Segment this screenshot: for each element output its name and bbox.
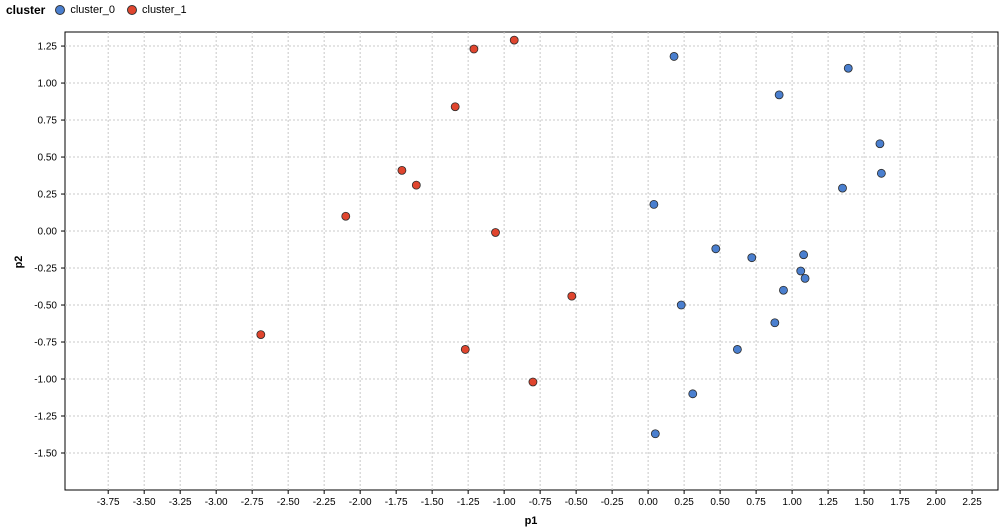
- x-tick-label: -2.50: [277, 497, 300, 508]
- point-cluster-1[interactable]: [341, 211, 351, 221]
- point-cluster-0[interactable]: [843, 63, 853, 73]
- point-cluster-1[interactable]: [528, 377, 538, 387]
- x-tick-label: 1.50: [854, 497, 874, 508]
- point-cluster-0[interactable]: [800, 273, 810, 283]
- point-cluster-1[interactable]: [460, 345, 470, 354]
- x-tick-label: 2.25: [962, 497, 982, 508]
- x-tick-label: 2.00: [926, 497, 946, 508]
- point-cluster-1[interactable]: [397, 165, 407, 175]
- point-cluster-0[interactable]: [799, 250, 809, 260]
- x-tick-label: 0.50: [710, 497, 730, 508]
- x-tick-label: -1.00: [493, 497, 516, 508]
- x-tick-label: -3.00: [205, 497, 228, 508]
- point-cluster-0[interactable]: [774, 90, 784, 100]
- point-cluster-0[interactable]: [650, 429, 660, 439]
- point-cluster-0[interactable]: [876, 168, 886, 178]
- grid-lines: [65, 32, 998, 490]
- y-axis-ticks: -1.50 -1.25 -1.00 -0.75 -0.50 -0.25 0.00 0.25 0.…: [34, 42, 65, 460]
- y-tick-label: -0.25: [34, 264, 57, 275]
- point-cluster-1[interactable]: [411, 180, 421, 190]
- point-cluster-1[interactable]: [256, 330, 266, 340]
- point-cluster-0[interactable]: [770, 318, 780, 328]
- y-tick-label: 1.25: [38, 42, 58, 53]
- x-tick-label: -1.25: [457, 497, 480, 508]
- x-tick-label: -0.25: [601, 497, 624, 508]
- y-axis-label: p2: [13, 256, 25, 269]
- point-cluster-1[interactable]: [567, 291, 577, 301]
- data-points: [256, 35, 886, 439]
- x-tick-label: -0.75: [529, 497, 552, 508]
- y-tick-label: 0.50: [38, 153, 58, 164]
- point-cluster-0[interactable]: [747, 253, 757, 263]
- point-cluster-0[interactable]: [796, 266, 806, 276]
- point-cluster-1[interactable]: [450, 102, 460, 112]
- y-tick-label: -0.75: [34, 338, 57, 349]
- x-tick-label: 0.25: [674, 497, 694, 508]
- point-cluster-0[interactable]: [688, 389, 698, 399]
- x-tick-label: 1.75: [890, 497, 910, 508]
- point-cluster-0[interactable]: [676, 300, 686, 310]
- x-axis-label: p1: [525, 515, 538, 527]
- legend: cluster cluster_0 cluster_1: [6, 2, 193, 18]
- x-tick-label: -1.50: [421, 497, 444, 508]
- point-cluster-1[interactable]: [469, 44, 479, 54]
- point-cluster-0[interactable]: [711, 244, 721, 254]
- x-tick-label: -0.50: [565, 497, 588, 508]
- x-tick-label: -3.50: [133, 497, 156, 508]
- x-tick-label: 1.25: [818, 497, 838, 508]
- point-cluster-1[interactable]: [509, 35, 519, 45]
- x-axis-ticks: -3.75 -3.50 -3.25 -3.00 -2.75 -2.50 -2.25 -2.00…: [97, 490, 982, 508]
- y-tick-label: 0.25: [38, 190, 58, 201]
- x-tick-label: -3.75: [97, 497, 120, 508]
- legend-swatch-cluster-1: [127, 5, 137, 15]
- legend-swatch-cluster-0: [55, 5, 66, 15]
- point-cluster-0[interactable]: [779, 285, 788, 295]
- x-tick-label: -2.75: [241, 497, 264, 508]
- plot-area: [64, 31, 999, 491]
- point-cluster-0[interactable]: [732, 345, 742, 354]
- x-tick-label: -2.00: [349, 497, 372, 508]
- y-tick-label: 0.00: [38, 227, 58, 238]
- y-tick-label: -1.25: [34, 412, 57, 423]
- x-tick-label: 0.75: [746, 497, 766, 508]
- x-tick-label: -3.25: [169, 497, 192, 508]
- legend-item-cluster-1[interactable]: cluster_1: [127, 4, 187, 16]
- x-tick-label: 1.00: [782, 497, 802, 508]
- x-tick-label: -1.75: [385, 497, 408, 508]
- point-cluster-0[interactable]: [669, 52, 679, 61]
- point-cluster-1[interactable]: [491, 228, 500, 237]
- y-tick-label: -1.00: [34, 375, 57, 386]
- legend-title: cluster: [6, 3, 46, 17]
- y-tick-label: -0.50: [34, 301, 57, 312]
- legend-item-cluster-0[interactable]: cluster_0: [55, 4, 115, 16]
- point-cluster-0[interactable]: [875, 139, 885, 149]
- y-tick-label: -1.50: [34, 449, 57, 460]
- legend-label-cluster-1: cluster_1: [142, 4, 187, 16]
- point-cluster-0[interactable]: [649, 199, 659, 209]
- point-cluster-0[interactable]: [838, 183, 847, 193]
- x-tick-label: 0.00: [638, 497, 658, 508]
- y-tick-label: 0.75: [38, 116, 58, 127]
- x-tick-label: -2.25: [313, 497, 336, 508]
- y-tick-label: 1.00: [38, 79, 58, 90]
- legend-label-cluster-0: cluster_0: [70, 4, 115, 16]
